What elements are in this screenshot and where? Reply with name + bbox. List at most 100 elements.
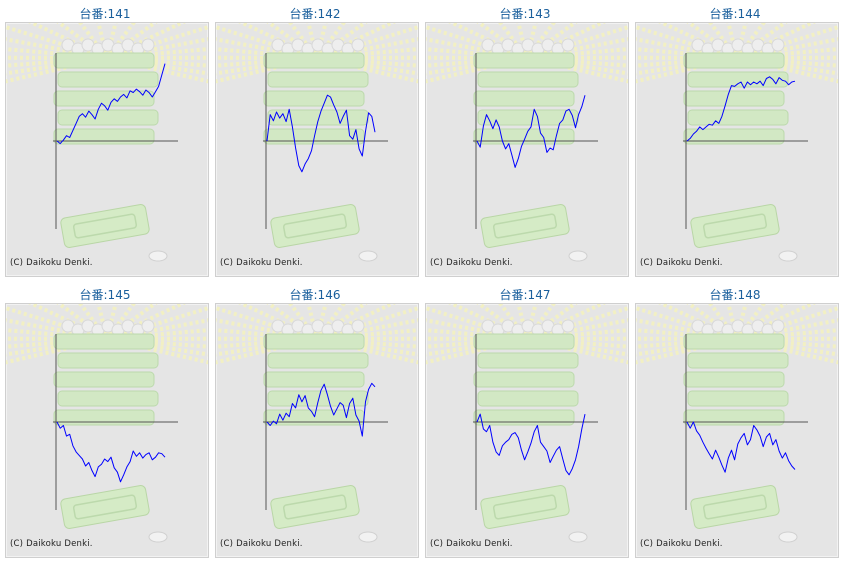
chart-title: 台番:145 bbox=[79, 288, 131, 302]
tray-shape bbox=[263, 333, 365, 350]
tray-shape bbox=[477, 390, 579, 407]
chart-cell-145: 台番:145 (C) Daikoku Denki. bbox=[0, 281, 210, 561]
series-line bbox=[266, 94, 376, 173]
chart-cell-146: 台番:146 (C) Daikoku Denki. bbox=[210, 281, 420, 561]
chart-svg bbox=[426, 304, 628, 543]
tray-shape bbox=[683, 128, 785, 145]
sunburst-ray bbox=[316, 25, 418, 60]
tray-shape bbox=[683, 371, 785, 388]
coin-shape bbox=[351, 38, 365, 52]
chart-cell-148: 台番:148 (C) Daikoku Denki. bbox=[630, 281, 840, 561]
chart-title: 台番:144 bbox=[709, 7, 761, 21]
tray-shape bbox=[267, 352, 369, 369]
tray-shape bbox=[687, 109, 789, 126]
bottom-tray-inner bbox=[492, 494, 558, 520]
coin-shape bbox=[141, 319, 155, 333]
series-line bbox=[56, 421, 166, 483]
chart-title: 台番:148 bbox=[709, 288, 761, 302]
chart-svg bbox=[216, 23, 418, 262]
copyright-text: (C) Daikoku Denki. bbox=[10, 258, 93, 268]
sunburst-ray bbox=[426, 25, 528, 60]
chart-svg bbox=[636, 23, 838, 262]
sunburst-ray bbox=[216, 25, 318, 60]
tray-shape bbox=[267, 390, 369, 407]
coin-shape bbox=[561, 38, 575, 52]
chart-title: 台番:143 bbox=[499, 7, 551, 21]
background-artwork bbox=[216, 304, 418, 543]
tray-shape bbox=[473, 333, 575, 350]
chart-panel: (C) Daikoku Denki. bbox=[215, 22, 419, 277]
bottom-tray-inner bbox=[282, 494, 348, 520]
copyright-text: (C) Daikoku Denki. bbox=[10, 539, 93, 549]
chart-panel: (C) Daikoku Denki. bbox=[5, 22, 209, 277]
sunburst-ray bbox=[216, 306, 318, 341]
chart-title: 台番:141 bbox=[79, 7, 131, 21]
bottom-coin-shape bbox=[148, 531, 168, 543]
chart-panel: (C) Daikoku Denki. bbox=[5, 303, 209, 558]
background-artwork bbox=[426, 23, 628, 262]
sunburst-ray bbox=[636, 25, 738, 60]
coin-shape bbox=[771, 38, 785, 52]
background-artwork bbox=[636, 23, 838, 262]
tray-shape bbox=[263, 371, 365, 388]
copyright-text: (C) Daikoku Denki. bbox=[640, 539, 723, 549]
tray-shape bbox=[57, 352, 159, 369]
background-artwork bbox=[426, 304, 628, 543]
sunburst-ray bbox=[6, 306, 108, 341]
chart-title: 台番:142 bbox=[289, 7, 341, 21]
tray-shape bbox=[473, 52, 575, 69]
chart-svg bbox=[636, 304, 838, 543]
tray-shape bbox=[473, 371, 575, 388]
tray-shape bbox=[683, 90, 785, 107]
coin-shape bbox=[351, 319, 365, 333]
chart-panel: (C) Daikoku Denki. bbox=[215, 303, 419, 558]
bottom-coin-shape bbox=[148, 250, 168, 262]
bottom-tray-inner bbox=[702, 213, 768, 239]
tray-shape bbox=[683, 333, 785, 350]
background-artwork bbox=[636, 304, 838, 543]
sunburst-ray bbox=[526, 306, 628, 341]
chart-svg bbox=[216, 304, 418, 543]
bottom-coin-shape bbox=[568, 250, 588, 262]
copyright-text: (C) Daikoku Denki. bbox=[220, 539, 303, 549]
bottom-coin-shape bbox=[568, 531, 588, 543]
series-line bbox=[686, 76, 796, 142]
coin-shape bbox=[771, 319, 785, 333]
chart-cell-142: 台番:142 (C) Daikoku Denki. bbox=[210, 0, 420, 280]
copyright-text: (C) Daikoku Denki. bbox=[430, 258, 513, 268]
sunburst-ray bbox=[6, 25, 108, 60]
sunburst-ray bbox=[316, 306, 418, 341]
series-line bbox=[56, 63, 166, 145]
coin-shape bbox=[561, 319, 575, 333]
chart-svg bbox=[6, 23, 208, 262]
bottom-coin-shape bbox=[358, 531, 378, 543]
tray-shape bbox=[473, 409, 575, 426]
coin-shape bbox=[141, 38, 155, 52]
tray-shape bbox=[53, 90, 155, 107]
bottom-tray-inner bbox=[72, 213, 138, 239]
chart-panel: (C) Daikoku Denki. bbox=[425, 22, 629, 277]
chart-svg bbox=[6, 304, 208, 543]
chart-panel: (C) Daikoku Denki. bbox=[425, 303, 629, 558]
tray-shape bbox=[57, 109, 159, 126]
chart-title: 台番:147 bbox=[499, 288, 551, 302]
chart-cell-144: 台番:144 (C) Daikoku Denki. bbox=[630, 0, 840, 280]
sunburst-ray bbox=[636, 306, 738, 341]
tray-shape bbox=[267, 71, 369, 88]
series-line bbox=[266, 382, 376, 437]
tray-shape bbox=[263, 52, 365, 69]
sunburst-ray bbox=[106, 25, 208, 60]
tray-shape bbox=[687, 71, 789, 88]
sunburst-ray bbox=[736, 25, 838, 60]
chart-svg bbox=[426, 23, 628, 262]
chart-panel: (C) Daikoku Denki. bbox=[635, 303, 839, 558]
tray-shape bbox=[57, 390, 159, 407]
tray-shape bbox=[53, 52, 155, 69]
tray-shape bbox=[53, 371, 155, 388]
tray-shape bbox=[263, 90, 365, 107]
tray-shape bbox=[473, 128, 575, 145]
chart-cell-143: 台番:143 (C) Daikoku Denki. bbox=[420, 0, 630, 280]
chart-cell-147: 台番:147 (C) Daikoku Denki. bbox=[420, 281, 630, 561]
background-artwork bbox=[216, 23, 418, 262]
